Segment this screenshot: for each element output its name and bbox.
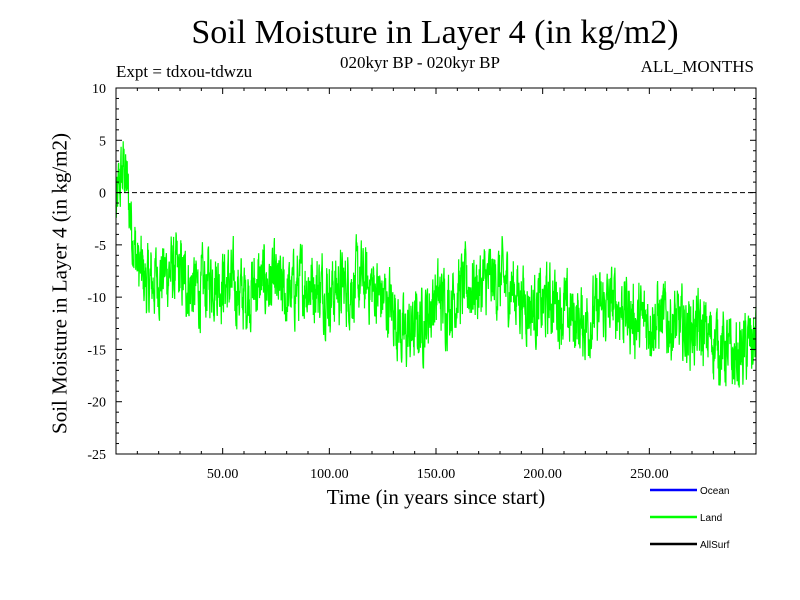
months-label: ALL_MONTHS: [640, 57, 754, 76]
y-tick-label: 0: [99, 187, 106, 202]
legend: Ocean Land AllSurf: [650, 486, 730, 551]
series-line-land: [115, 141, 757, 388]
chart-subtitle: 020kyr BP - 020kyr BP: [340, 53, 500, 72]
legend-label: AllSurf: [700, 540, 730, 551]
x-tick-label: 200.00: [523, 467, 562, 482]
y-tick-label: -5: [94, 239, 106, 254]
axis-layer: -25 -20 -15 -10 -5 0 5 10 50.00 100.00 150.00 200.0…: [87, 82, 756, 482]
y-tick-label: -10: [87, 291, 106, 306]
y-tick-label: 5: [99, 134, 106, 149]
series-layer: [115, 141, 757, 388]
x-tick-label: 50.00: [207, 467, 239, 482]
y-tick-label: -25: [87, 448, 106, 463]
legend-label: Ocean: [700, 486, 729, 497]
experiment-label: Expt = tdxou-tdwzu: [116, 62, 253, 81]
chart-title: Soil Moisture in Layer 4 (in kg/m2): [191, 14, 679, 51]
x-tick-label: 100.00: [310, 467, 349, 482]
x-tick-label: 150.00: [417, 467, 456, 482]
x-axis-label: Time (in years since start): [326, 485, 546, 509]
legend-label: Land: [700, 513, 722, 524]
y-tick-label: -20: [87, 396, 106, 411]
y-tick-label: 10: [92, 82, 106, 97]
x-tick-label: 250.00: [630, 467, 669, 482]
y-tick-label: -15: [87, 343, 106, 358]
